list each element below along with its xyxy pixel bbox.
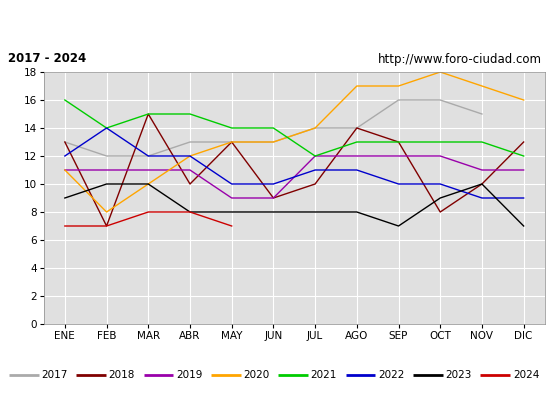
- Text: 2020: 2020: [243, 370, 270, 380]
- Text: Evolucion del paro registrado en Llocnou de la Corona: Evolucion del paro registrado en Llocnou…: [68, 16, 482, 30]
- Text: 2018: 2018: [108, 370, 135, 380]
- Text: 2021: 2021: [311, 370, 337, 380]
- Text: 2022: 2022: [378, 370, 404, 380]
- Text: 2017: 2017: [41, 370, 68, 380]
- Text: 2023: 2023: [446, 370, 472, 380]
- Text: 2019: 2019: [176, 370, 202, 380]
- Text: 2017 - 2024: 2017 - 2024: [8, 52, 86, 66]
- Text: 2024: 2024: [513, 370, 539, 380]
- Text: http://www.foro-ciudad.com: http://www.foro-ciudad.com: [378, 52, 542, 66]
